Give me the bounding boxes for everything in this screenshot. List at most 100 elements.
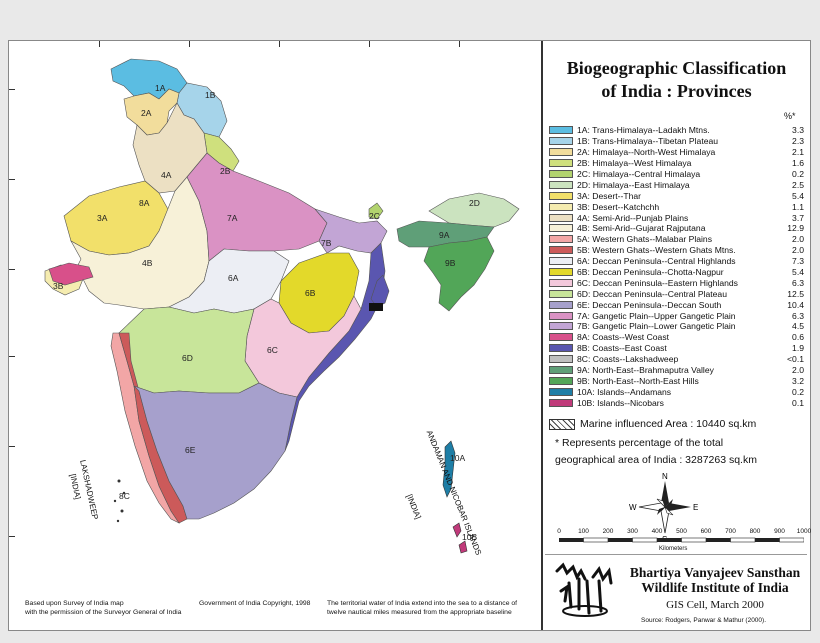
scale-tick-label: 700 (725, 528, 736, 535)
legend-label: 6D: Deccan Peninsula--Central Plateau (577, 288, 727, 299)
label-2B: 2B (220, 166, 231, 176)
scale-tick-label: 300 (627, 528, 638, 535)
legend-row-3a: 3A: Desert--Thar 5.4 (549, 190, 804, 201)
legend-swatch (549, 398, 573, 407)
institute-block: Bhartiya Vanyajeev Sansthan Wildlife Ins… (545, 554, 807, 631)
footnote-line-2: geographical area of India : 3287263 sq.… (555, 454, 757, 466)
legend-value: 6.3 (792, 277, 804, 288)
legend-row-6d: 6D: Deccan Peninsula--Central Plateau 12.… (549, 288, 804, 299)
footer-left-line-1: Based upon Survey of India map (25, 600, 124, 607)
legend-label: 8C: Coasts--Lakshadweep (577, 354, 679, 365)
legend-swatch (549, 289, 573, 298)
legend-row-1b: 1B: Trans-Himalaya--Tibetan Plateau 2.3 (549, 136, 804, 147)
legend-value: 5.4 (792, 267, 804, 278)
legend-label: 2B: Himalaya--West Himalaya (577, 158, 692, 169)
frame-tick (9, 179, 15, 180)
legend-label: 10B: Islands--Nicobars (577, 397, 664, 408)
legend-value: 3.7 (792, 212, 804, 223)
legend-row-7b: 7B: Gangetic Plain--Lower Gangetic Plain… (549, 321, 804, 332)
legend-row-9a: 9A: North-East--Brahmaputra Valley 2.0 (549, 365, 804, 376)
legend-swatch (549, 355, 573, 364)
legend-row-5a: 5A: Western Ghats--Malabar Plains 2.0 (549, 234, 804, 245)
legend-value: 1.1 (792, 201, 804, 212)
legend-row-8a: 8A: Coasts--West Coast 0.6 (549, 332, 804, 343)
legend-swatch (549, 126, 573, 135)
legend-row-2c: 2C: Himalaya--Central Himalaya 0.2 (549, 169, 804, 180)
region-6D (118, 306, 260, 394)
legend-swatch (549, 137, 573, 146)
legend-label: 2A: Himalaya--North-West Himalaya (577, 147, 716, 158)
scale-tick-label: 100 (578, 528, 589, 535)
legend-row-4a: 4A: Semi-Arid--Punjab Plains 3.7 (549, 212, 804, 223)
label-6A: 6A (228, 273, 239, 283)
label-8C: 8C (119, 491, 130, 501)
legend-value: 3.2 (792, 375, 804, 386)
region-9B (423, 236, 495, 312)
scale-tick-label: 900 (774, 528, 785, 535)
label-8A: 8A (139, 198, 150, 208)
institute-name: Bhartiya Vanyajeev Sansthan Wildlife Ins… (625, 565, 805, 595)
legend-label: 7A: Gangetic Plain--Upper Gangetic Plain (577, 310, 736, 321)
percent-header: %* (784, 111, 796, 121)
legend-swatch (549, 159, 573, 168)
frame-tick (9, 536, 15, 537)
label-7B: 7B (321, 238, 332, 248)
legend-value: 12.5 (787, 288, 804, 299)
page-title: Biogeographic Classification of India : … (549, 57, 804, 103)
legend-row-1a: 1A: Trans-Himalaya--Ladakh Mtns. 3.3 (549, 125, 804, 136)
legend-row-6a: 6A: Deccan Peninsula--Central Highlands 7… (549, 256, 804, 267)
label-4A: 4A (161, 170, 172, 180)
footnote-line-1: * Represents percentage of the total (555, 437, 724, 449)
legend-label: 6A: Deccan Peninsula--Central Highlands (577, 256, 736, 267)
legend-row-6c: 6C: Deccan Peninsula--Eastern Highlands 6… (549, 277, 804, 288)
wii-logo (555, 562, 613, 617)
region-2C (368, 202, 384, 220)
frame-tick (9, 269, 15, 270)
india-map: 1A 1B 2A 2B 2C 2D 3A 3B 4A 4B 6A 6B 6C 6… (44, 58, 520, 554)
legend-value: 6.3 (792, 310, 804, 321)
legend-swatch (549, 148, 573, 157)
gis-cell: GIS Cell, March 2000 (666, 599, 764, 611)
legend-swatch (549, 311, 573, 320)
legend-swatch (549, 191, 573, 200)
legend-swatch (549, 257, 573, 266)
legend-swatch (549, 180, 573, 189)
marine-hatch-swatch (549, 418, 575, 430)
title-line-2: of India : Provinces (601, 81, 752, 101)
legend-row-2a: 2A: Himalaya--North-West Himalaya 2.1 (549, 147, 804, 158)
footer-left-line-2: with the permission of the Surveyor Gene… (25, 609, 182, 616)
label-2C: 2C (369, 211, 380, 221)
legend-swatch (549, 300, 573, 309)
legend-row-2b: 2B: Himalaya--West Himalaya 1.6 (549, 158, 804, 169)
legend-swatch (549, 170, 573, 178)
legend-swatch (549, 278, 573, 287)
region-7A (186, 152, 328, 262)
scale-tick-label: 500 (676, 528, 687, 535)
footer-right: The territorial water of India extend in… (327, 599, 517, 617)
label-6D: 6D (182, 353, 193, 363)
region-6E (133, 382, 298, 520)
legend-value: <0.1 (787, 354, 804, 365)
legend-swatch (549, 213, 573, 222)
legend-row-4b: 4B: Semi-Arid--Gujarat Rajputana 12.9 (549, 223, 804, 234)
label-3A: 3A (97, 213, 108, 223)
legend-value: 4.5 (792, 321, 804, 332)
legend-value: 0.6 (792, 332, 804, 343)
compass-e: E (693, 503, 698, 512)
label-9A: 9A (439, 230, 450, 240)
legend-row-6e: 6E: Deccan Peninsula--Deccan South 10.4 (549, 299, 804, 310)
legend-swatch (549, 322, 573, 331)
legend-label: 6B: Deccan Peninsula--Chotta-Nagpur (577, 267, 724, 278)
label-6B: 6B (305, 288, 316, 298)
legend-value: 10.4 (787, 299, 804, 310)
scale-tick-label: 400 (651, 528, 663, 535)
source-note: Source: Rodgers, Panwar & Mathur (2000). (641, 617, 767, 624)
scale-labels: 0 100 200 300 400 500 600 700 800 900 1000 (557, 528, 811, 538)
legend-label: 1A: Trans-Himalaya--Ladakh Mtns. (577, 125, 710, 136)
label-2D: 2D (469, 198, 480, 208)
scale-tick-label: 200 (602, 528, 614, 535)
legend-value: 3.3 (792, 125, 804, 136)
legend-value: 2.0 (792, 234, 804, 245)
frame-tick (99, 41, 100, 47)
legend-swatch (549, 387, 573, 396)
